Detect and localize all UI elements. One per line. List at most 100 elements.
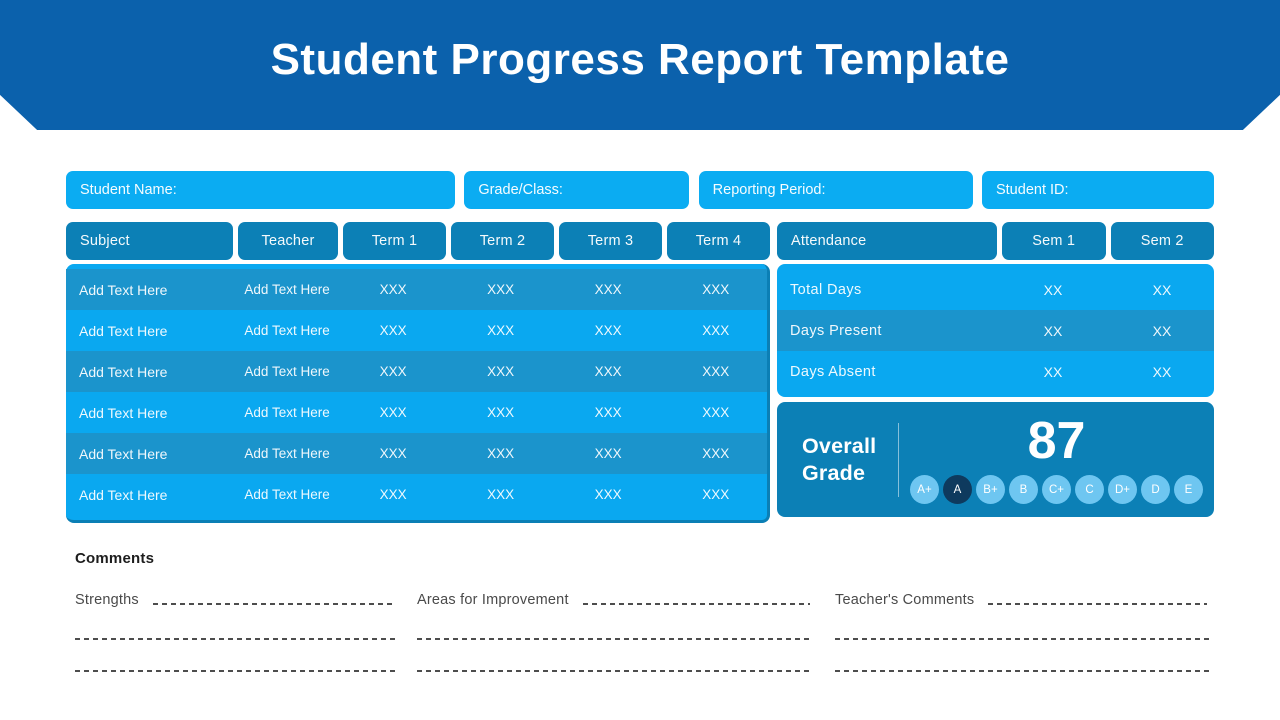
sem1-cell[interactable]: XX — [1043, 322, 1063, 339]
teacher-cell[interactable]: Add Text Here — [244, 405, 330, 420]
teacher-cell[interactable]: Add Text Here — [244, 282, 330, 297]
subject-cell[interactable]: Add Text Here — [79, 322, 168, 339]
column-header-teacher: Teacher — [238, 222, 338, 260]
table-row: Add Text Here Add Text Here XXX XXX XXX … — [66, 310, 767, 351]
write-line[interactable] — [835, 638, 1209, 640]
teacher-cell[interactable]: Add Text Here — [244, 364, 330, 379]
write-line[interactable] — [75, 670, 397, 672]
term4-cell[interactable]: XXX — [702, 405, 730, 420]
write-line[interactable] — [582, 603, 810, 605]
teacher-comments-label: Teacher's Comments — [835, 592, 975, 608]
term4-cell[interactable]: XXX — [702, 323, 730, 338]
subject-cell[interactable]: Add Text Here — [79, 363, 168, 380]
term3-cell[interactable]: XXX — [594, 282, 622, 297]
grade-badge[interactable]: D — [1141, 475, 1170, 504]
column-header-sem1: Sem 1 — [1002, 222, 1106, 260]
column-header-term3: Term 3 — [559, 222, 662, 260]
grade-badge[interactable]: E — [1174, 475, 1203, 504]
term1-cell[interactable]: XXX — [379, 364, 407, 379]
teacher-cell[interactable]: Add Text Here — [244, 446, 330, 461]
attendance-label: Days Present — [790, 322, 882, 339]
term4-cell[interactable]: XXX — [702, 364, 730, 379]
term1-cell[interactable]: XXX — [379, 405, 407, 420]
write-line[interactable] — [75, 638, 397, 640]
term1-cell[interactable]: XXX — [379, 487, 407, 502]
table-row: Add Text Here Add Text Here XXX XXX XXX … — [66, 269, 767, 310]
grade-badge[interactable]: A — [943, 475, 972, 504]
attendance-table-header: Attendance Sem 1 Sem 2 — [777, 222, 1214, 260]
attendance-section: Attendance Sem 1 Sem 2 Total Days XX XX … — [777, 222, 1214, 523]
comments-grid: Strengths Areas for Improvement Teacher'… — [75, 592, 1209, 672]
term2-cell[interactable]: XXX — [487, 405, 515, 420]
term2-cell[interactable]: XXX — [487, 487, 515, 502]
grade-badge[interactable]: B+ — [976, 475, 1005, 504]
attendance-label: Days Absent — [790, 363, 876, 380]
sem2-cell[interactable]: XX — [1152, 281, 1172, 298]
comments-title: Comments — [75, 550, 155, 567]
overall-grade-panel: Overall Grade 87 A+ A B+ B C+ C D+ D E — [777, 402, 1214, 517]
column-header-sem2: Sem 2 — [1110, 222, 1214, 260]
overall-grade-score: 87 — [1027, 412, 1086, 470]
term4-cell[interactable]: XXX — [702, 282, 730, 297]
grade-scale: A+ A B+ B C+ C D+ D E — [910, 475, 1203, 504]
teacher-cell[interactable]: Add Text Here — [244, 323, 330, 338]
write-line[interactable] — [988, 603, 1207, 605]
write-line[interactable] — [835, 670, 1209, 672]
grade-class-field[interactable]: Grade/Class: — [464, 171, 690, 209]
table-row: Add Text Here Add Text Here XXX XXX XXX … — [66, 351, 767, 392]
tables-area: Subject Teacher Term 1 Term 2 Term 3 Ter… — [66, 222, 1214, 523]
grade-badge[interactable]: C+ — [1042, 475, 1071, 504]
overall-grade-content: 87 A+ A B+ B C+ C D+ D E — [899, 415, 1214, 504]
grades-table: Subject Teacher Term 1 Term 2 Term 3 Ter… — [66, 222, 770, 523]
comments-section: Comments Strengths Areas for Improvement… — [75, 550, 1209, 672]
term4-cell[interactable]: XXX — [702, 446, 730, 461]
divider — [898, 422, 899, 497]
write-line[interactable] — [152, 603, 395, 605]
column-header-attendance: Attendance — [777, 222, 997, 260]
subject-cell[interactable]: Add Text Here — [79, 404, 168, 421]
grade-badge[interactable]: C — [1075, 475, 1104, 504]
term1-cell[interactable]: XXX — [379, 446, 407, 461]
overall-grade-label: Overall Grade — [802, 434, 877, 485]
comments-column-teacher: Teacher's Comments — [835, 592, 1209, 672]
attendance-table-body: Total Days XX XX Days Present XX XX Days… — [777, 264, 1214, 397]
term2-cell[interactable]: XXX — [487, 282, 515, 297]
grade-badge[interactable]: A+ — [910, 475, 939, 504]
sem1-cell[interactable]: XX — [1043, 281, 1063, 298]
sem2-cell[interactable]: XX — [1152, 363, 1172, 380]
column-header-term4: Term 4 — [667, 222, 770, 260]
subject-cell[interactable]: Add Text Here — [79, 445, 168, 462]
page-title: Student Progress Report Template — [270, 35, 1010, 84]
subject-cell[interactable]: Add Text Here — [79, 486, 168, 503]
column-header-term1: Term 1 — [343, 222, 446, 260]
sem1-cell[interactable]: XX — [1043, 363, 1063, 380]
term1-cell[interactable]: XXX — [379, 282, 407, 297]
sem2-cell[interactable]: XX — [1152, 322, 1172, 339]
table-row: Add Text Here Add Text Here XXX XXX XXX … — [66, 392, 767, 433]
term3-cell[interactable]: XXX — [594, 446, 622, 461]
subject-cell[interactable]: Add Text Here — [79, 281, 168, 298]
student-id-field[interactable]: Student ID: — [981, 171, 1214, 209]
teacher-cell[interactable]: Add Text Here — [244, 487, 330, 502]
comments-column-improvement: Areas for Improvement — [417, 592, 812, 672]
write-line[interactable] — [417, 638, 812, 640]
grade-badge[interactable]: D+ — [1108, 475, 1137, 504]
comments-column-strengths: Strengths — [75, 592, 397, 672]
term4-cell[interactable]: XXX — [702, 487, 730, 502]
student-name-field[interactable]: Student Name: — [66, 171, 455, 209]
term3-cell[interactable]: XXX — [594, 405, 622, 420]
table-row: Days Absent XX XX — [777, 351, 1214, 392]
column-header-subject: Subject — [66, 222, 233, 260]
column-header-term2: Term 2 — [451, 222, 554, 260]
term3-cell[interactable]: XXX — [594, 364, 622, 379]
term3-cell[interactable]: XXX — [594, 323, 622, 338]
term1-cell[interactable]: XXX — [379, 323, 407, 338]
table-row: Add Text Here Add Text Here XXX XXX XXX … — [66, 433, 767, 474]
write-line[interactable] — [417, 670, 812, 672]
term2-cell[interactable]: XXX — [487, 446, 515, 461]
grade-badge[interactable]: B — [1009, 475, 1038, 504]
term3-cell[interactable]: XXX — [594, 487, 622, 502]
reporting-period-field[interactable]: Reporting Period: — [698, 171, 973, 209]
term2-cell[interactable]: XXX — [487, 364, 515, 379]
term2-cell[interactable]: XXX — [487, 323, 515, 338]
